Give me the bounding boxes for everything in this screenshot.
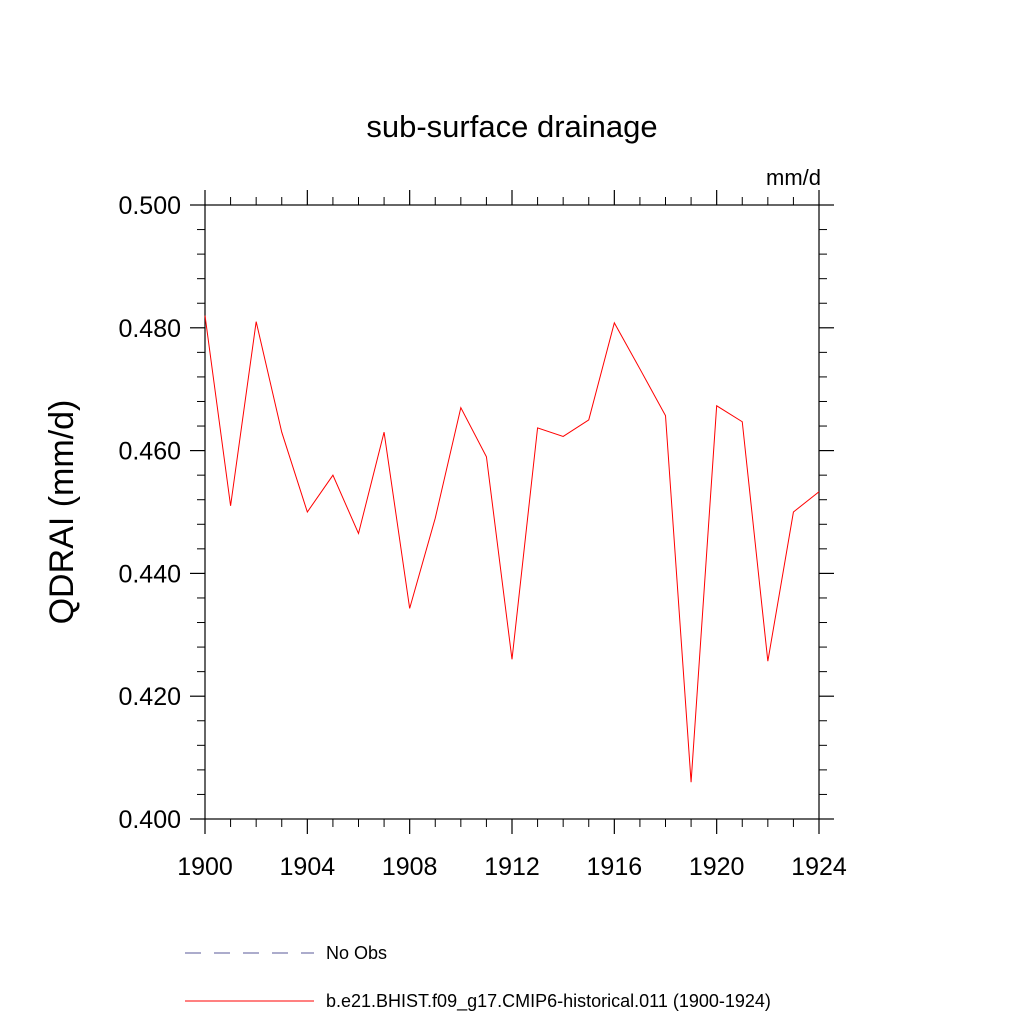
- x-tick-label: 1920: [689, 853, 745, 881]
- plot-frame: [204, 204, 820, 820]
- units-label: mm/d: [766, 165, 821, 190]
- series-line-0: [204, 315, 820, 783]
- y-axis-label: QDRAI (mm/d): [43, 400, 81, 625]
- legend-label-historical: b.e21.BHIST.f09_g17.CMIP6-historical.011…: [326, 991, 771, 1012]
- legend-label-no-obs: No Obs: [326, 943, 387, 963]
- x-tick-label: 1916: [587, 853, 643, 881]
- y-tick-label: 0.480: [118, 315, 181, 343]
- x-tick-label: 1924: [791, 853, 847, 881]
- y-tick-label: 0.500: [118, 192, 181, 220]
- axis-ticks: 1900 1904 1908 1912 1916 1920 1924 0.400 0.420 0.…: [118, 190, 847, 881]
- y-tick-label: 0.400: [118, 806, 181, 834]
- y-tick-label: 0.420: [118, 683, 181, 711]
- series-layer: [204, 315, 820, 783]
- x-tick-label: 1912: [484, 853, 540, 881]
- x-tick-label: 1900: [177, 853, 233, 881]
- x-tick-label: 1904: [280, 853, 336, 881]
- legend: No Obs b.e21.BHIST.f09_g17.CMIP6-histori…: [185, 943, 771, 1012]
- y-tick-label: 0.440: [118, 560, 181, 588]
- x-tick-label: 1908: [382, 853, 438, 881]
- y-tick-label: 0.460: [118, 438, 181, 466]
- chart-title: sub-surface drainage: [366, 109, 657, 144]
